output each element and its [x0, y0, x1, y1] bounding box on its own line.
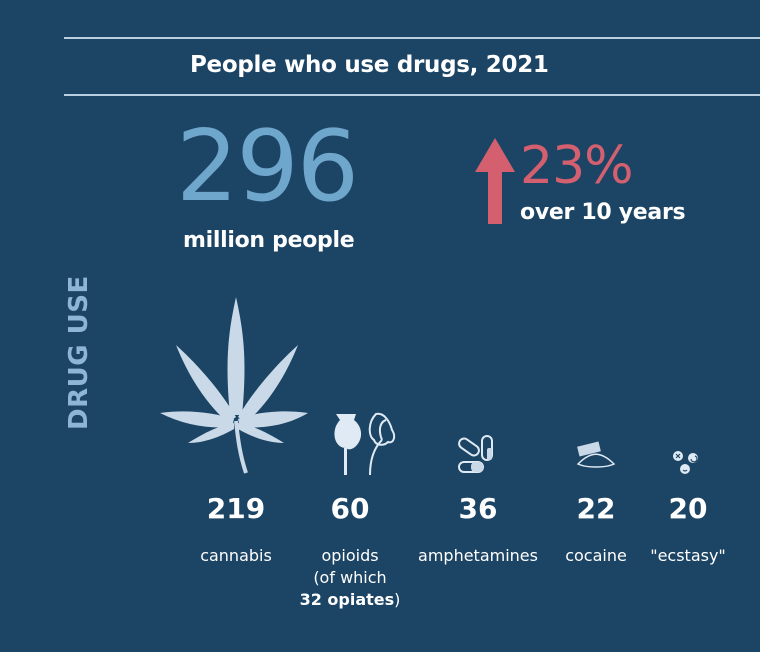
opioids-label-text: opioids	[321, 546, 379, 565]
section-label: DRUG USE	[64, 275, 94, 430]
amphetamines-label: amphetamines	[418, 546, 538, 565]
amphetamines-value: 36	[458, 492, 498, 525]
trend-period: over 10 years	[520, 200, 686, 225]
cannabis-value: 219	[206, 492, 266, 525]
opioids-note: (of which	[313, 568, 387, 587]
pills-icon	[458, 435, 493, 473]
ecstasy-value: 20	[668, 492, 708, 525]
opiates-count: 32 opiates	[299, 590, 395, 609]
cocaine-value: 22	[576, 492, 616, 525]
opioids-note-end: )	[394, 590, 401, 609]
cocaine-label: cocaine	[565, 546, 627, 565]
page-title: People who use drugs, 2021	[190, 52, 549, 78]
total-unit: million people	[183, 228, 355, 253]
title-rule	[64, 94, 760, 96]
trend-value: 23%	[520, 136, 634, 196]
arrow-up-icon	[475, 138, 515, 224]
cocaine-icon	[576, 441, 616, 468]
cannabis-label: cannabis	[200, 546, 272, 565]
ecstasy-label: "ecstasy"	[650, 546, 726, 565]
opioids-value: 60	[330, 492, 370, 525]
poppy-icon	[334, 412, 396, 476]
opioids-label: opioids (of which 32 opiates)	[280, 545, 420, 611]
total-value: 296	[176, 110, 359, 224]
top-rule	[64, 37, 760, 39]
cannabis-leaf-icon	[160, 297, 308, 474]
ecstasy-tablets-icon	[673, 451, 698, 474]
